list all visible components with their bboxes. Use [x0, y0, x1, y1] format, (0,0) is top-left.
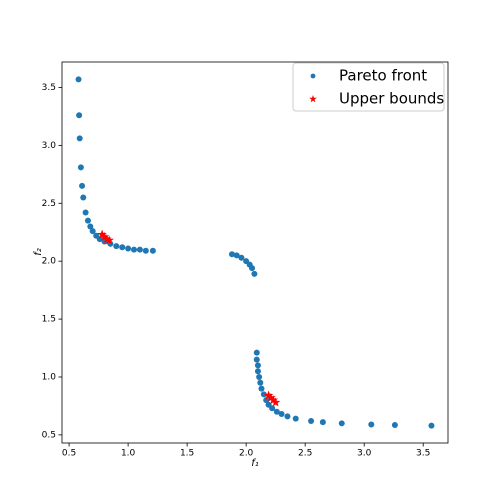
- y-tick-label: 2.0: [42, 257, 57, 267]
- point: [80, 194, 87, 201]
- y-tick-label: 1.0: [42, 372, 57, 382]
- point: [254, 368, 261, 375]
- x-tick-label: 2.0: [239, 449, 254, 459]
- point: [292, 415, 299, 422]
- point: [119, 244, 126, 251]
- point: [260, 391, 267, 398]
- point: [76, 112, 83, 119]
- point: [308, 417, 315, 424]
- point: [125, 245, 132, 252]
- legend-marker: [310, 73, 316, 79]
- point: [249, 265, 256, 272]
- y-tick-label: 1.5: [42, 315, 56, 325]
- point: [266, 392, 276, 402]
- point: [253, 349, 260, 356]
- point: [268, 395, 279, 405]
- point: [270, 397, 281, 407]
- point: [89, 228, 96, 235]
- point: [233, 252, 240, 259]
- y-tick-label: 3.5: [42, 83, 56, 93]
- y-tick-label: 2.5: [42, 199, 56, 209]
- y-tick-label: 0.5: [42, 430, 56, 440]
- point: [253, 356, 260, 363]
- legend-label: Upper bounds: [339, 90, 444, 108]
- legend-label: Pareto front: [339, 67, 427, 85]
- y-tick-label: 3.0: [42, 141, 57, 151]
- x-tick-label: 0.5: [62, 449, 76, 459]
- point: [338, 420, 345, 427]
- point: [251, 270, 258, 277]
- point: [96, 236, 103, 243]
- point: [99, 231, 110, 241]
- point: [104, 235, 114, 245]
- point: [87, 223, 94, 230]
- legend-box: [292, 62, 445, 112]
- x-tick-label: 2.5: [298, 449, 312, 459]
- point: [258, 385, 265, 392]
- point: [76, 135, 83, 142]
- point: [79, 182, 86, 189]
- x-tick-label: 1.0: [121, 449, 136, 459]
- point: [238, 254, 245, 261]
- point: [113, 243, 120, 250]
- point: [136, 246, 143, 253]
- point: [391, 422, 398, 429]
- x-tick-label: 3.5: [416, 449, 430, 459]
- point: [131, 246, 138, 253]
- point: [84, 217, 91, 224]
- x-tick-label: 3.0: [357, 449, 372, 459]
- point: [263, 390, 274, 400]
- point: [278, 411, 285, 418]
- legend-marker: [309, 95, 317, 103]
- point: [97, 229, 107, 239]
- point: [428, 422, 435, 429]
- point: [263, 397, 270, 404]
- point: [273, 408, 280, 415]
- point: [82, 209, 89, 216]
- point: [257, 379, 264, 386]
- x-axis-label: f₁: [251, 458, 259, 469]
- point: [368, 421, 375, 428]
- point: [102, 234, 112, 244]
- x-tick-label: 1.5: [180, 449, 194, 459]
- point: [75, 76, 82, 83]
- point: [77, 164, 84, 171]
- point: [284, 413, 291, 420]
- point: [149, 247, 156, 254]
- point: [319, 419, 326, 426]
- plot-frame: [61, 61, 449, 444]
- point: [254, 362, 261, 369]
- point: [256, 373, 263, 380]
- y-axis-label: f₂: [33, 248, 44, 256]
- point: [142, 247, 149, 254]
- point: [269, 405, 276, 412]
- point: [228, 251, 235, 258]
